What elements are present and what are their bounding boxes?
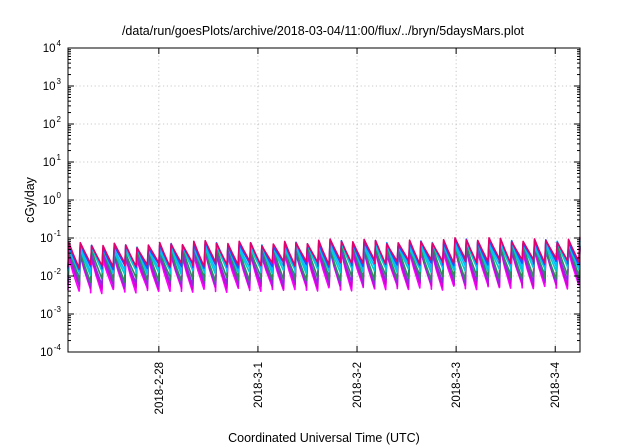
x-tick-label: 2018-2-28	[154, 362, 166, 414]
x-tick-labels: 2018-2-28 2018-3-1 2018-3-2 2018-3-3 2018-3-…	[154, 361, 562, 414]
y-tick-label: 10-4	[40, 343, 61, 359]
series-line-7	[67, 237, 581, 271]
x-axis-title: Coordinated Universal Time (UTC)	[228, 431, 420, 445]
y-tick-label: 10-2	[40, 267, 61, 283]
x-tick-label: 2018-3-2	[352, 362, 364, 408]
y-tick-label: 100	[43, 191, 62, 207]
series-line-6	[67, 238, 581, 273]
y-tick-label: 10-3	[40, 305, 61, 321]
y-tick-labels: 10-4 10-3 10-2 10-1 100 101 102 103 104	[40, 39, 61, 359]
y-axis-title: cGy/day	[23, 176, 37, 223]
series-line-3	[67, 244, 581, 288]
y-tick-label: 101	[43, 153, 62, 169]
y-tick-label: 103	[43, 77, 62, 93]
y-tick-label: 104	[43, 39, 62, 55]
series-line-4	[67, 242, 581, 283]
x-tick-label: 2018-3-4	[550, 361, 562, 408]
grid-lines	[68, 48, 580, 352]
y-tick-label: 102	[43, 115, 62, 131]
series-line-8	[67, 236, 581, 269]
x-tick-label: 2018-3-3	[451, 362, 463, 408]
axis-ticks	[68, 47, 580, 353]
x-tick-label: 2018-3-1	[253, 362, 265, 408]
y-tick-label: 10-1	[40, 229, 61, 245]
series-group	[67, 236, 581, 295]
chart-title: /data/run/goesPlots/archive/2018-03-04/1…	[122, 24, 525, 38]
